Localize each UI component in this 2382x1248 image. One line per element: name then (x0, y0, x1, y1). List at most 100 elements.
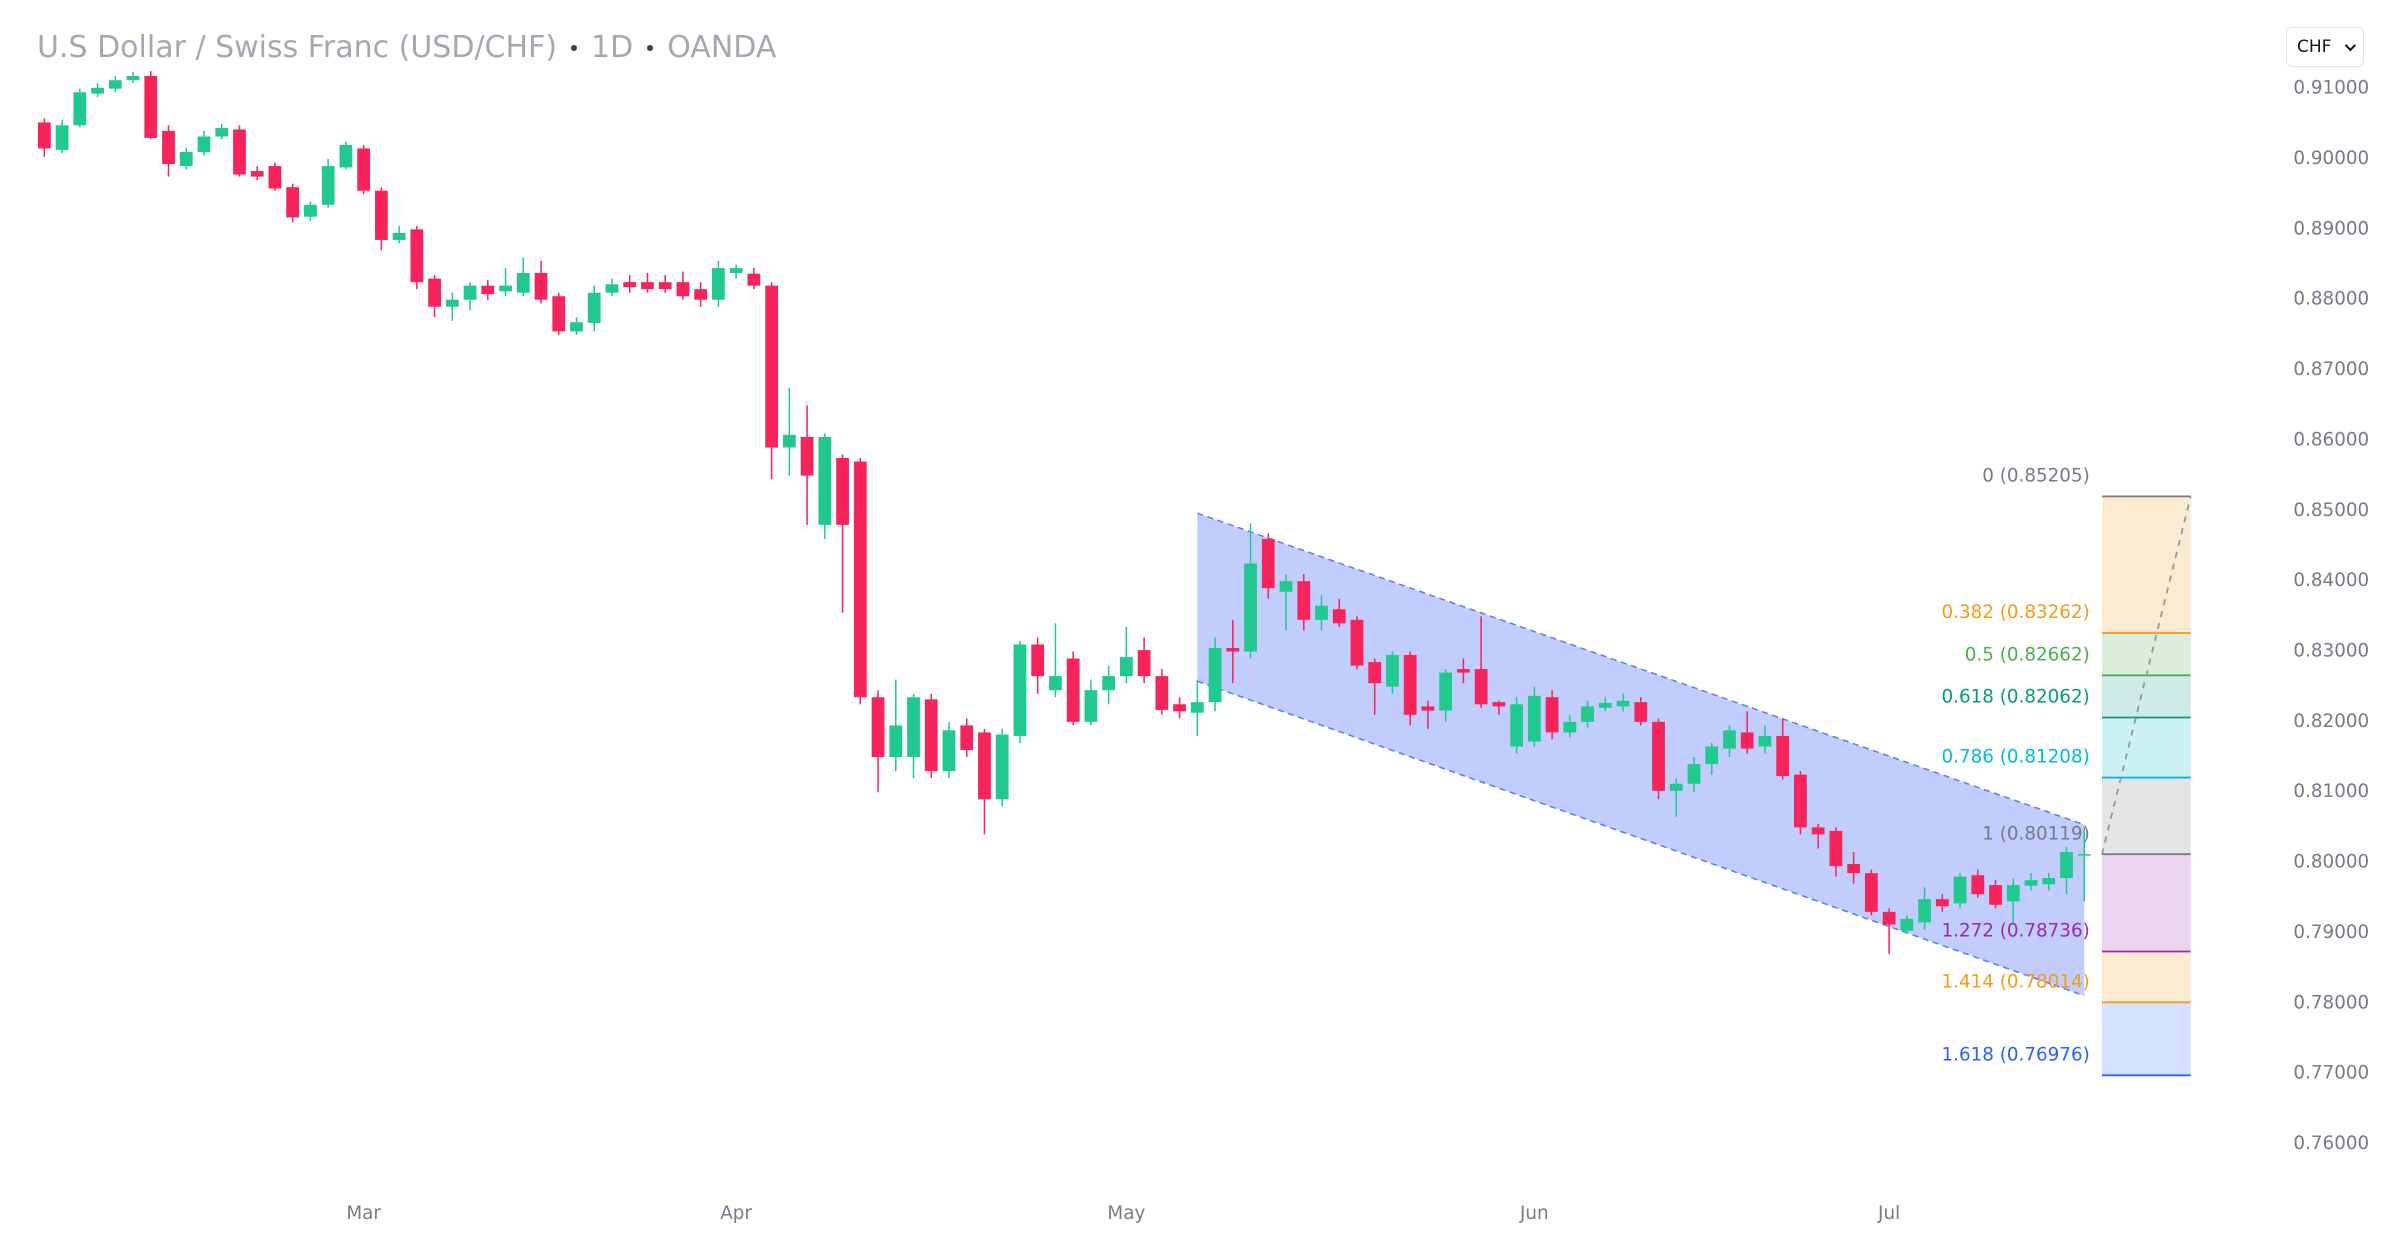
y-tick-label: 0.78000 (2293, 992, 2369, 1013)
candle-body (197, 136, 211, 152)
fib-zone (2101, 675, 2191, 718)
fib-label: 1 (0.80119) (1982, 823, 2090, 844)
candle-body (1829, 830, 1843, 867)
x-tick-label: Apr (720, 1203, 752, 1224)
candle-body (1723, 730, 1736, 749)
candle-body (463, 285, 477, 300)
candle-body (853, 461, 867, 698)
candle-body (1102, 676, 1116, 691)
candle-body (2060, 852, 2073, 879)
candle-body (1031, 644, 1045, 677)
candle-body (1244, 563, 1257, 652)
candle-body (286, 187, 300, 218)
y-tick-label: 0.91000 (2293, 78, 2369, 99)
candle-body (942, 730, 956, 772)
candle-body (250, 170, 264, 177)
y-tick-label: 0.90000 (2293, 148, 2369, 169)
x-tick-label: Jul (1877, 1203, 1900, 1224)
candle-body (1669, 783, 1683, 791)
currency-select[interactable]: CHF (2286, 27, 2364, 67)
candle-body (1279, 581, 1293, 592)
candle-body (339, 144, 353, 168)
candle-body (641, 282, 654, 290)
candle-body (516, 272, 530, 293)
fib-label: 0 (0.85205) (1982, 466, 2090, 487)
candle-body (1652, 721, 1665, 791)
candle-body (1581, 706, 1594, 722)
y-tick-label: 0.89000 (2293, 218, 2369, 239)
fib-zone (2101, 633, 2191, 676)
candle-body (445, 299, 459, 307)
candle-body (1421, 706, 1435, 711)
channel-upper (1197, 512, 2085, 826)
candle-body (924, 699, 938, 772)
candle-body (623, 282, 637, 288)
y-tick-label: 0.80000 (2293, 852, 2369, 873)
candle-body (960, 725, 974, 751)
candle-body (765, 285, 778, 448)
candle-body (1173, 704, 1186, 712)
fib-zone (2101, 951, 2191, 1003)
currency-label: CHF (2297, 37, 2332, 57)
candle-body (2042, 878, 2056, 885)
y-tick-label: 0.87000 (2293, 359, 2369, 380)
interval: 1D (591, 30, 634, 65)
candle-body (1155, 676, 1169, 710)
candle-body (321, 166, 335, 205)
candle-body (534, 272, 548, 300)
separator (647, 44, 654, 51)
candle-body (304, 204, 317, 217)
candle-body (694, 289, 708, 300)
x-tick-label: May (1107, 1203, 1145, 1224)
candle-body (1137, 650, 1151, 677)
y-tick-label: 0.79000 (2293, 922, 2369, 943)
candle-body (2024, 880, 2038, 886)
y-tick-label: 0.85000 (2293, 500, 2369, 521)
fib-label: 1.414 (0.78014) (1941, 971, 2089, 992)
candle-body (676, 282, 690, 297)
candle-body (1457, 669, 1470, 673)
candle-body (818, 436, 832, 525)
symbol-title: U.S Dollar / Swiss Franc (USD/CHF) (37, 30, 558, 65)
candle-body (374, 190, 388, 240)
source: OANDA (667, 30, 777, 65)
candle-body (1297, 581, 1311, 620)
candle-body (570, 322, 583, 332)
fib-zone (2101, 496, 2191, 634)
candle-body (215, 128, 229, 137)
candle-body (729, 268, 743, 273)
y-tick-label: 0.86000 (2293, 429, 2369, 450)
candle-body (1935, 899, 1949, 907)
candle-body (1545, 697, 1559, 733)
candle-body (587, 292, 601, 323)
candle-body (1084, 690, 1098, 722)
candle-body (889, 725, 903, 758)
candle-body (1634, 702, 1648, 722)
x-tick-label: Mar (346, 1203, 381, 1224)
y-tick-label: 0.77000 (2293, 1063, 2369, 1084)
candle-body (1315, 605, 1328, 620)
candle-body (1261, 538, 1275, 589)
candle-body (1882, 911, 1896, 925)
x-tick-label: Jun (1519, 1203, 1549, 1224)
fib-zone (2101, 777, 2191, 855)
y-tick-label: 0.81000 (2293, 781, 2369, 802)
candle-body (1918, 899, 1931, 923)
fib-label: 0.618 (0.82062) (1941, 687, 2089, 708)
candle-body (233, 129, 246, 175)
candle-body (1403, 655, 1417, 715)
candle-body (126, 76, 140, 81)
fib-zone (2101, 717, 2191, 778)
chevron (2344, 39, 2357, 52)
candle-body (1794, 774, 1807, 828)
candle-body (1864, 873, 1878, 912)
candle-body (1776, 735, 1790, 777)
candle-body (1119, 657, 1133, 677)
candle-body (978, 732, 991, 800)
candle-body (1811, 827, 1825, 835)
candle-body (1705, 746, 1719, 765)
fib-label: 1.618 (0.76976) (1941, 1044, 2089, 1065)
candle-body (481, 285, 495, 295)
